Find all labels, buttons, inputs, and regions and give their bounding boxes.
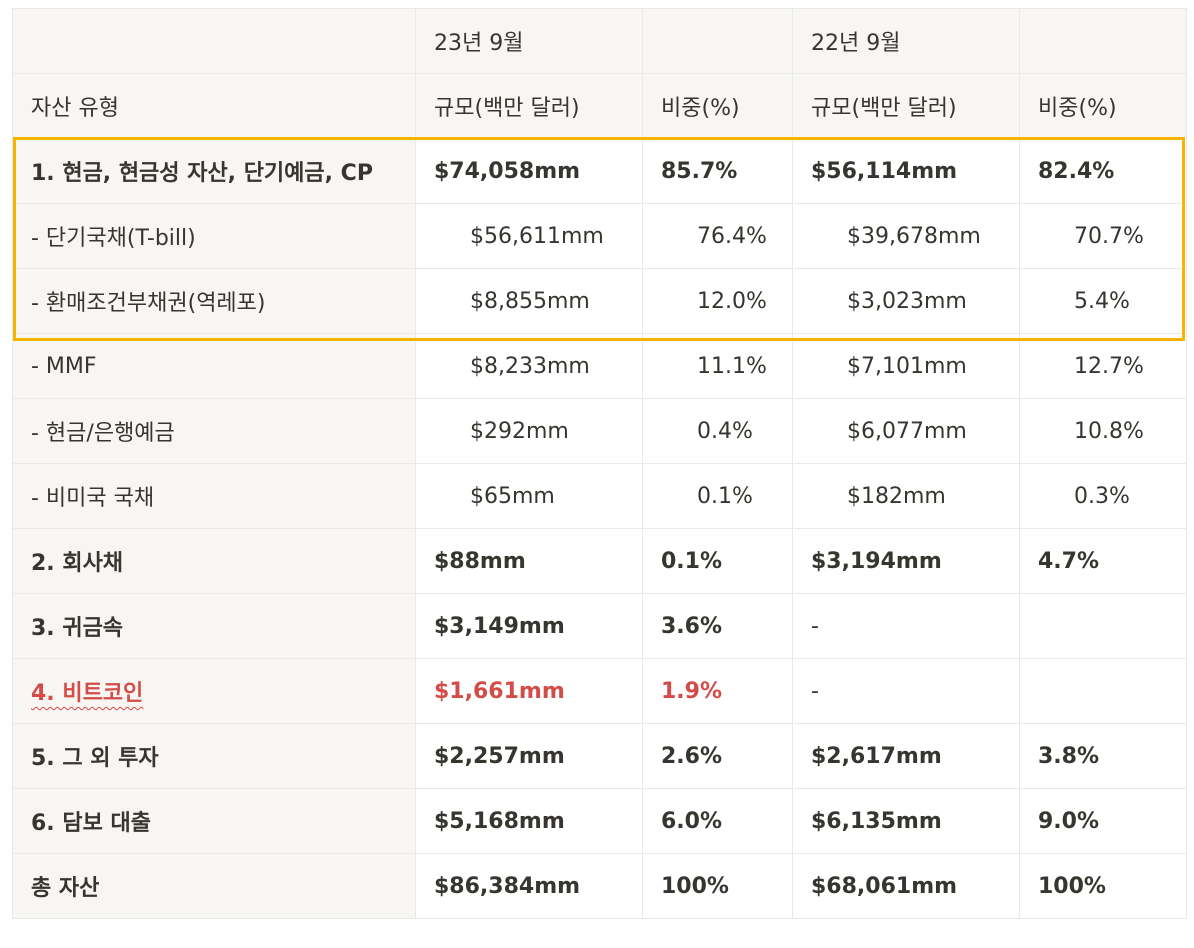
size-22-cell: - <box>792 593 1020 659</box>
share-23-cell: 0.1% <box>642 463 793 529</box>
share-22-cell: 5.4% <box>1019 268 1187 334</box>
table-row: 2. 회사채 $88mm 0.1% $3,194mm 4.7% <box>12 528 1187 594</box>
row-label: - 비미국 국채 <box>12 463 416 529</box>
size-22-cell: $7,101mm <box>792 333 1020 399</box>
size-23-cell: $74,058mm <box>415 138 643 204</box>
table-row: 6. 담보 대출 $5,168mm 6.0% $6,135mm 9.0% <box>12 788 1187 854</box>
size-23-cell: $1,661mm <box>415 658 643 724</box>
empty-header-cell <box>642 8 793 74</box>
share-22-cell: 4.7% <box>1019 528 1187 594</box>
size-22-cell: $6,135mm <box>792 788 1020 854</box>
share-23-header: 비중(%) <box>642 73 793 139</box>
row-label: 총 자산 <box>12 853 416 919</box>
table-row: - 비미국 국채 $65mm 0.1% $182mm 0.3% <box>12 463 1187 529</box>
row-label: 6. 담보 대출 <box>12 788 416 854</box>
share-22-cell: 0.3% <box>1019 463 1187 529</box>
share-22-header: 비중(%) <box>1019 73 1187 139</box>
share-22-cell: 70.7% <box>1019 203 1187 269</box>
size-23-cell: $5,168mm <box>415 788 643 854</box>
size-23-cell: $86,384mm <box>415 853 643 919</box>
table-row: 1. 현금, 현금성 자산, 단기예금, CP $74,058mm 85.7% … <box>12 138 1187 204</box>
asset-composition-table: 23년 9월 22년 9월 자산 유형 규모(백만 달러) 비중(%) 규모(백… <box>12 8 1187 919</box>
share-22-cell <box>1019 593 1187 659</box>
table-row-bitcoin: 4. 비트코인 $1,661mm 1.9% - <box>12 658 1187 724</box>
size-22-header: 규모(백만 달러) <box>792 73 1020 139</box>
size-23-header: 규모(백만 달러) <box>415 73 643 139</box>
share-23-cell: 100% <box>642 853 793 919</box>
size-22-cell: $39,678mm <box>792 203 1020 269</box>
table-row: - MMF $8,233mm 11.1% $7,101mm 12.7% <box>12 333 1187 399</box>
share-23-cell: 2.6% <box>642 723 793 789</box>
size-23-cell: $8,855mm <box>415 268 643 334</box>
table-row: 3. 귀금속 $3,149mm 3.6% - <box>12 593 1187 659</box>
table-row: 5. 그 외 투자 $2,257mm 2.6% $2,617mm 3.8% <box>12 723 1187 789</box>
size-23-cell: $8,233mm <box>415 333 643 399</box>
share-23-cell: 1.9% <box>642 658 793 724</box>
size-23-cell: $65mm <box>415 463 643 529</box>
share-22-cell: 12.7% <box>1019 333 1187 399</box>
share-23-cell: 0.4% <box>642 398 793 464</box>
size-23-cell: $292mm <box>415 398 643 464</box>
row-label: 2. 회사채 <box>12 528 416 594</box>
share-22-cell: 9.0% <box>1019 788 1187 854</box>
share-23-cell: 6.0% <box>642 788 793 854</box>
size-22-cell: $3,023mm <box>792 268 1020 334</box>
size-23-cell: $2,257mm <box>415 723 643 789</box>
asset-type-header: 자산 유형 <box>12 73 416 139</box>
size-23-cell: $3,149mm <box>415 593 643 659</box>
row-label: - 현금/은행예금 <box>12 398 416 464</box>
size-22-cell: $182mm <box>792 463 1020 529</box>
size-23-cell: $88mm <box>415 528 643 594</box>
row-label: 3. 귀금속 <box>12 593 416 659</box>
row-label: - 단기국채(T-bill) <box>12 203 416 269</box>
share-23-cell: 11.1% <box>642 333 793 399</box>
asset-table-container: 23년 9월 22년 9월 자산 유형 규모(백만 달러) 비중(%) 규모(백… <box>12 8 1187 919</box>
table-row: - 환매조건부채권(역레포) $8,855mm 12.0% $3,023mm 5… <box>12 268 1187 334</box>
empty-header-cell <box>1019 8 1187 74</box>
empty-header-cell <box>12 8 416 74</box>
column-header-row: 자산 유형 규모(백만 달러) 비중(%) 규모(백만 달러) 비중(%) <box>12 73 1187 139</box>
table-row: - 현금/은행예금 $292mm 0.4% $6,077mm 10.8% <box>12 398 1187 464</box>
size-22-cell: $68,061mm <box>792 853 1020 919</box>
share-23-cell: 3.6% <box>642 593 793 659</box>
share-22-cell: 3.8% <box>1019 723 1187 789</box>
share-22-cell: 10.8% <box>1019 398 1187 464</box>
size-23-cell: $56,611mm <box>415 203 643 269</box>
row-label-bitcoin: 4. 비트코인 <box>12 658 416 724</box>
period-header-row: 23년 9월 22년 9월 <box>12 8 1187 74</box>
total-row: 총 자산 $86,384mm 100% $68,061mm 100% <box>12 853 1187 919</box>
period-22-header: 22년 9월 <box>792 8 1020 74</box>
share-22-cell: 82.4% <box>1019 138 1187 204</box>
row-label: - 환매조건부채권(역레포) <box>12 268 416 334</box>
table-row: - 단기국채(T-bill) $56,611mm 76.4% $39,678mm… <box>12 203 1187 269</box>
size-22-cell: $3,194mm <box>792 528 1020 594</box>
row-label: - MMF <box>12 333 416 399</box>
bitcoin-label-text: 4. 비트코인 <box>31 681 144 706</box>
size-22-cell: - <box>792 658 1020 724</box>
period-23-header: 23년 9월 <box>415 8 643 74</box>
row-label: 1. 현금, 현금성 자산, 단기예금, CP <box>12 138 416 204</box>
share-23-cell: 0.1% <box>642 528 793 594</box>
share-23-cell: 76.4% <box>642 203 793 269</box>
size-22-cell: $56,114mm <box>792 138 1020 204</box>
size-22-cell: $6,077mm <box>792 398 1020 464</box>
share-22-cell: 100% <box>1019 853 1187 919</box>
row-label: 5. 그 외 투자 <box>12 723 416 789</box>
share-22-cell <box>1019 658 1187 724</box>
size-22-cell: $2,617mm <box>792 723 1020 789</box>
share-23-cell: 12.0% <box>642 268 793 334</box>
share-23-cell: 85.7% <box>642 138 793 204</box>
